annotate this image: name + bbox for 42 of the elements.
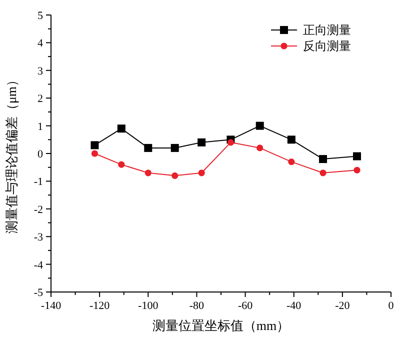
y-tick-label: -4 [34,259,44,272]
x-tick-label: -140 [40,300,62,312]
legend-label: 正向测量 [303,23,351,37]
point [353,152,361,160]
legend-label: 反向测量 [303,39,351,53]
point [91,150,98,157]
point [319,155,327,164]
point [227,139,234,146]
point [118,161,125,168]
y-tick-label: -3 [34,232,44,244]
point [198,170,205,176]
y-tick-label: 4 [38,38,44,50]
y-tick-label: 1 [38,120,43,133]
y-tick-label: 2 [38,93,43,106]
point [288,158,295,166]
y-tick-label: -5 [34,287,44,299]
y-tick-label: 5 [38,10,44,22]
x-tick-label: -100 [138,300,159,312]
x-tick-label: -60 [238,300,254,312]
y-tick-label: 3 [38,65,44,78]
y-tick-label: -2 [34,204,43,216]
x-tick-label: -20 [335,300,350,312]
y-axis-title: 测量值与理论值偏差（μm） [4,73,19,234]
point [170,144,179,152]
point [287,136,296,144]
y-tick-label: -1 [34,176,43,188]
point [354,166,360,174]
point [144,144,152,152]
x-tick-label: -120 [89,300,110,312]
x-tick-label: -80 [189,300,205,312]
point [144,170,152,176]
x-tick-label: -40 [286,300,302,312]
point [117,124,126,133]
point [256,144,264,152]
point [198,138,206,146]
point [172,172,178,179]
x-axis-title: 测量位置坐标值（mm） [152,318,290,333]
point [90,141,99,150]
y-tick-label: 0 [38,148,44,160]
point [256,122,264,130]
x-tick-label: 0 [388,300,394,312]
point [320,170,326,176]
